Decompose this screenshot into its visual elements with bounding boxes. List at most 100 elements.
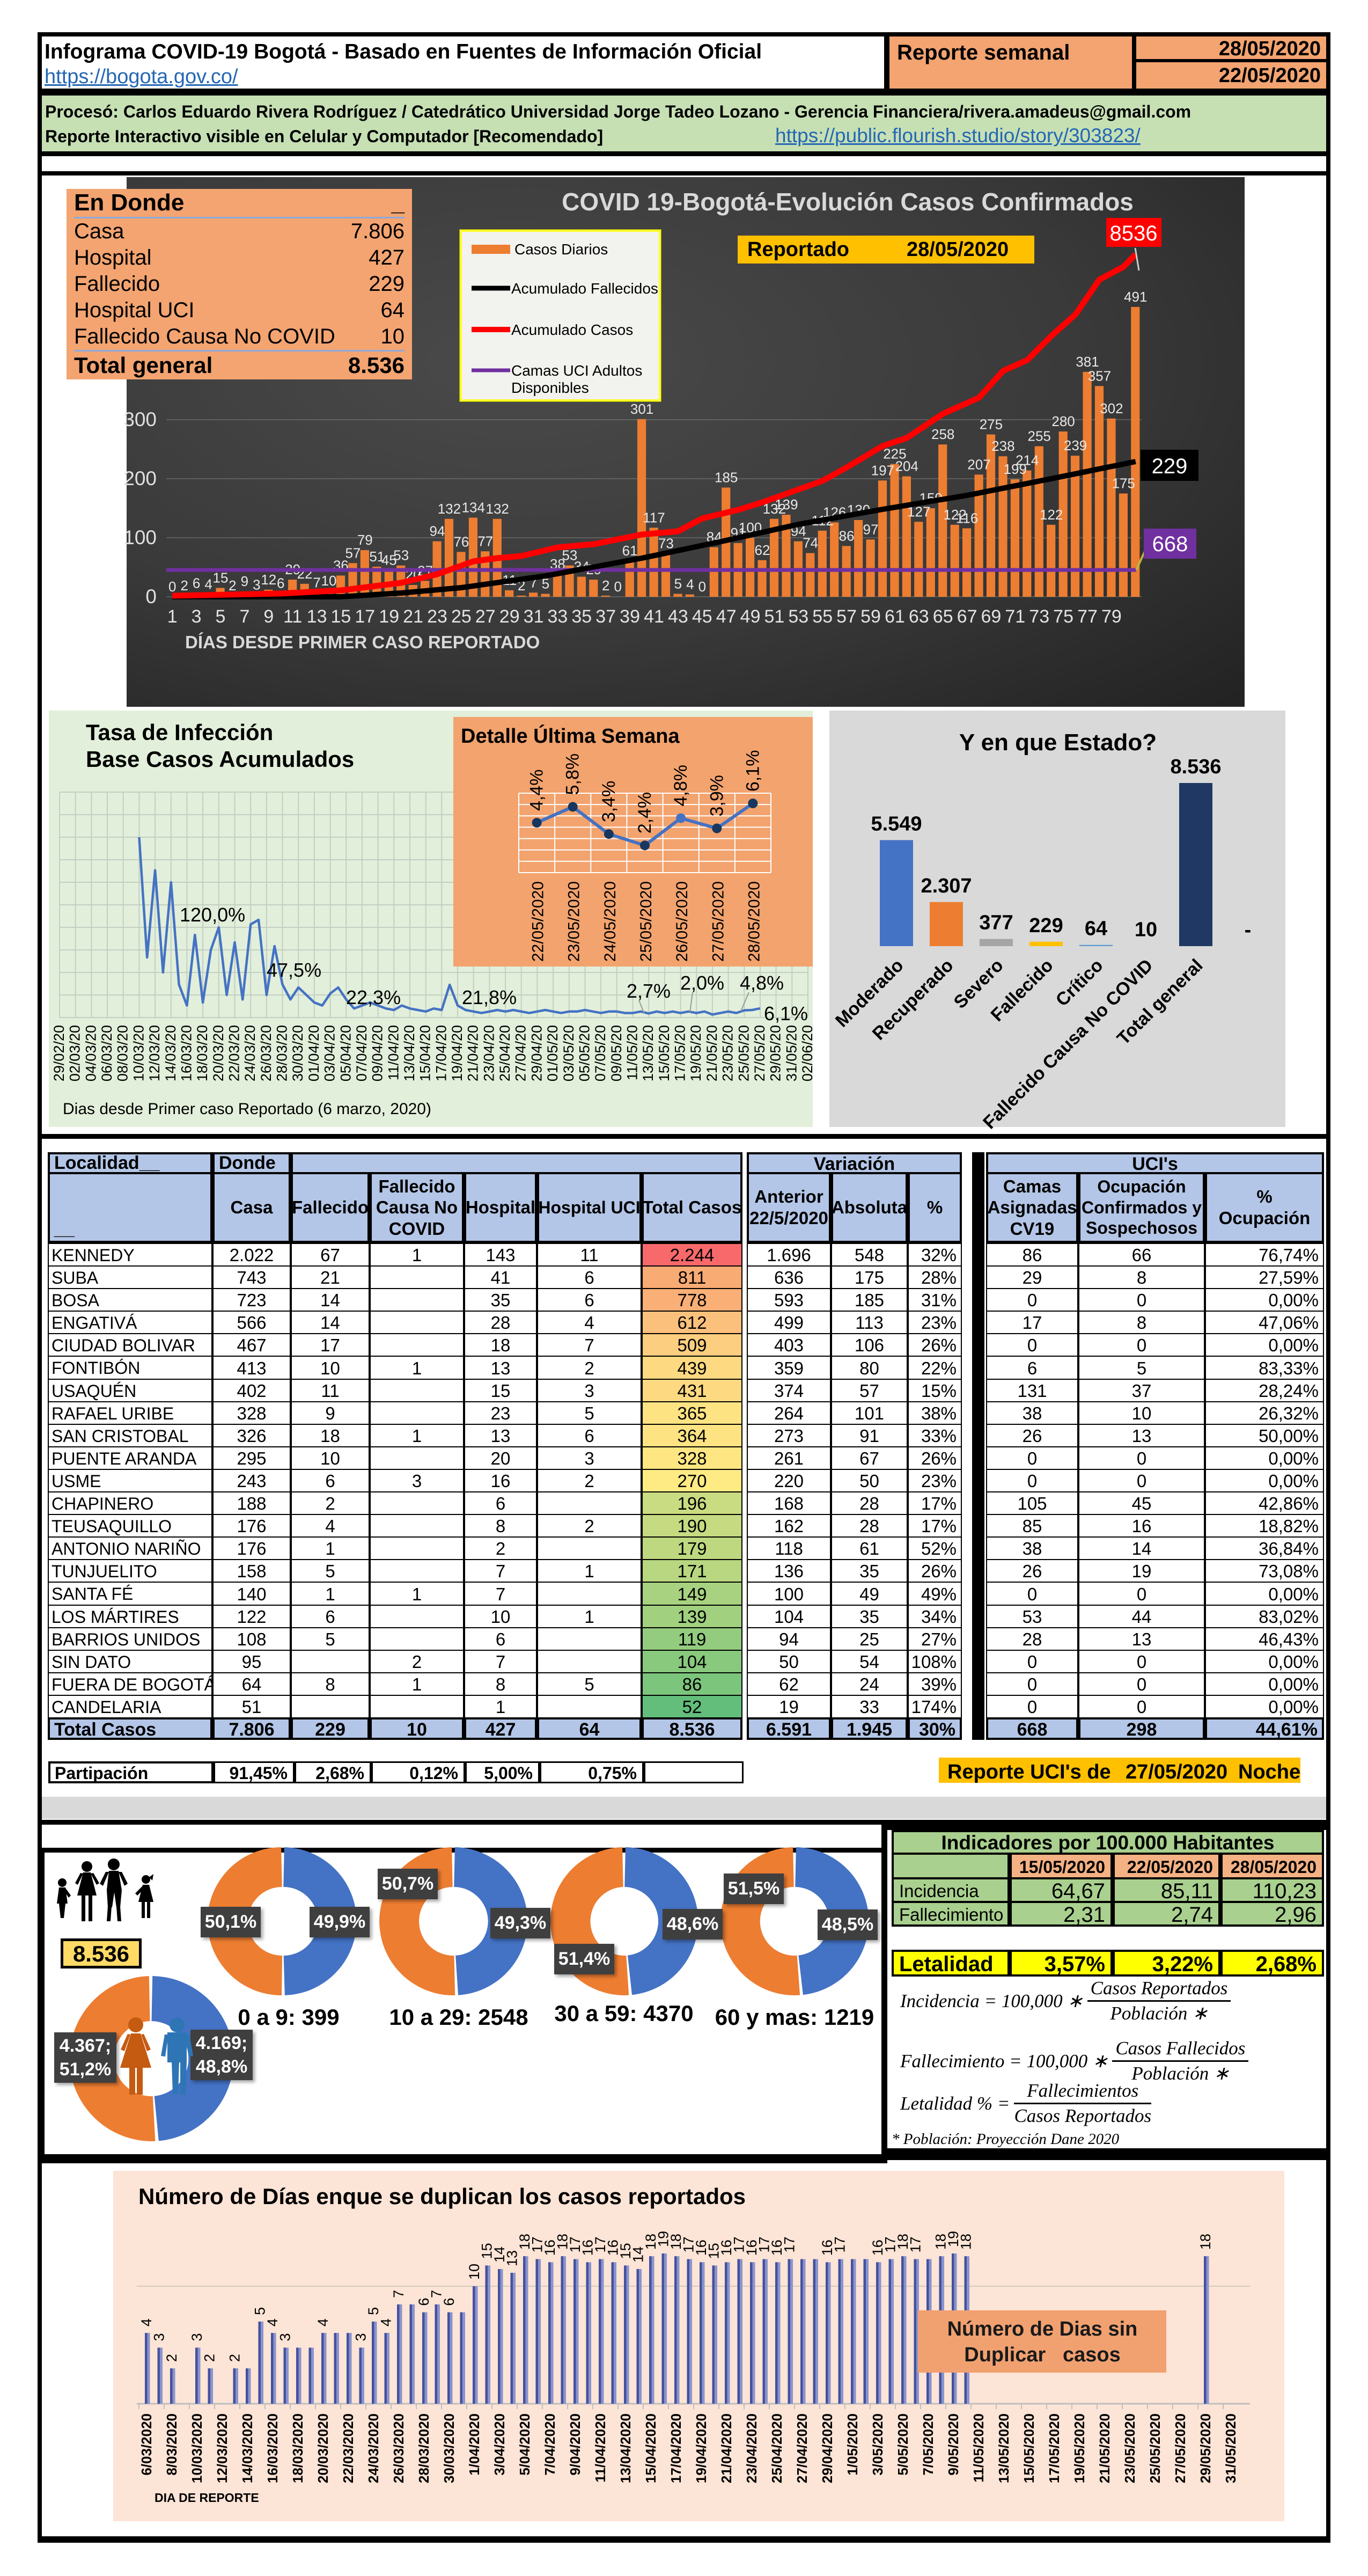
svg-text:59: 59	[860, 606, 881, 627]
svg-text:9: 9	[241, 573, 248, 589]
svg-text:14/03/2020: 14/03/2020	[239, 2413, 255, 2483]
svg-text:75: 75	[1053, 606, 1073, 627]
svg-text:53: 53	[562, 547, 577, 564]
svg-text:13/04/2020: 13/04/2020	[617, 2413, 634, 2483]
svg-text:8536: 8536	[1110, 222, 1158, 245]
svg-text:25/04/2020: 25/04/2020	[769, 2413, 785, 2483]
svg-text:08/03/20: 08/03/20	[115, 1025, 131, 1081]
svg-text:19: 19	[379, 606, 399, 627]
svg-text:49: 49	[740, 606, 761, 627]
svg-text:17: 17	[355, 606, 375, 627]
svg-text:41: 41	[644, 606, 664, 627]
svg-text:120,0%: 120,0%	[180, 904, 245, 926]
svg-text:28/03/2020: 28/03/2020	[416, 2413, 432, 2483]
svg-text:18: 18	[895, 2234, 911, 2250]
svg-text:27/04/2020: 27/04/2020	[794, 2413, 810, 2483]
svg-text:20/03/20: 20/03/20	[210, 1025, 226, 1081]
svg-text:4,8%: 4,8%	[740, 972, 784, 994]
svg-text:5/05/2020: 5/05/2020	[895, 2413, 911, 2476]
svg-text:23: 23	[427, 606, 447, 627]
svg-text:7: 7	[313, 574, 320, 590]
svg-text:8/03/2020: 8/03/2020	[164, 2413, 180, 2476]
svg-text:DIA DE REPORTE: DIA DE REPORTE	[155, 2491, 259, 2505]
svg-text:19/04/20: 19/04/20	[449, 1025, 465, 1081]
svg-text:19: 19	[656, 2231, 672, 2247]
svg-text:214: 214	[1016, 452, 1039, 469]
svg-text:Acumulado Fallecidos: Acumulado Fallecidos	[511, 280, 658, 297]
svg-text:27: 27	[475, 606, 496, 627]
svg-text:0: 0	[168, 579, 176, 595]
svg-text:18/03/20: 18/03/20	[194, 1025, 210, 1081]
svg-text:39: 39	[620, 606, 640, 627]
svg-text:21/05/20: 21/05/20	[704, 1025, 720, 1081]
svg-text:63: 63	[909, 606, 929, 627]
svg-text:61: 61	[622, 543, 638, 559]
svg-text:13/04/20: 13/04/20	[401, 1025, 417, 1081]
svg-text:26/03/20: 26/03/20	[258, 1025, 274, 1081]
svg-text:238: 238	[991, 438, 1014, 454]
svg-text:17: 17	[782, 2236, 798, 2252]
svg-text:6/03/2020: 6/03/2020	[138, 2413, 155, 2476]
svg-text:64: 64	[1085, 918, 1107, 940]
svg-text:01/05/20: 01/05/20	[545, 1025, 561, 1081]
svg-text:09/04/20: 09/04/20	[370, 1025, 386, 1081]
svg-text:02/06/20: 02/06/20	[799, 1025, 815, 1081]
svg-text:51: 51	[764, 606, 784, 627]
svg-text:229: 229	[1029, 914, 1063, 937]
svg-text:8.536: 8.536	[1170, 756, 1221, 778]
svg-text:204: 204	[895, 458, 918, 474]
svg-text:122: 122	[943, 507, 966, 523]
svg-text:Detalle Última Semana: Detalle Última Semana	[461, 724, 680, 748]
svg-text:76: 76	[453, 533, 469, 550]
svg-text:5,8%: 5,8%	[563, 753, 583, 795]
svg-text:15: 15	[617, 2243, 634, 2259]
svg-text:22/05/2020: 22/05/2020	[529, 881, 547, 962]
svg-text:43: 43	[668, 606, 688, 627]
svg-text:225: 225	[883, 446, 906, 462]
svg-text:17: 17	[832, 2236, 848, 2252]
svg-text:11/05/20: 11/05/20	[624, 1025, 641, 1080]
svg-text:25/05/2020: 25/05/2020	[637, 881, 655, 962]
svg-text:16: 16	[580, 2240, 596, 2256]
svg-text:2: 2	[227, 2354, 243, 2362]
svg-text:122: 122	[1040, 507, 1063, 523]
svg-text:Tasa de Infección: Tasa de Infección	[86, 720, 273, 745]
svg-text:255: 255	[1028, 428, 1051, 444]
svg-text:23/05/2020: 23/05/2020	[565, 881, 583, 962]
svg-text:7: 7	[239, 606, 249, 627]
svg-text:17/05/2020: 17/05/2020	[1046, 2413, 1062, 2483]
svg-text:0: 0	[698, 579, 706, 595]
svg-text:23/05/20: 23/05/20	[720, 1025, 736, 1081]
svg-text:11/05/2020: 11/05/2020	[970, 2413, 987, 2483]
svg-text:Número de Dias sin: Número de Dias sin	[947, 2318, 1138, 2340]
svg-text:09/05/20: 09/05/20	[608, 1025, 624, 1081]
svg-text:10/03/2020: 10/03/2020	[189, 2413, 205, 2483]
svg-text:132: 132	[438, 501, 461, 517]
svg-text:27/05/2020: 27/05/2020	[1172, 2413, 1188, 2483]
svg-text:17: 17	[731, 2236, 747, 2252]
svg-text:25/04/20: 25/04/20	[497, 1025, 513, 1081]
svg-text:300: 300	[123, 408, 157, 430]
svg-text:18/03/2020: 18/03/2020	[290, 2413, 306, 2483]
svg-text:73: 73	[658, 536, 674, 552]
svg-text:27/05/2020: 27/05/2020	[709, 881, 727, 962]
svg-text:21,8%: 21,8%	[462, 986, 517, 1008]
svg-text:2,0%: 2,0%	[680, 972, 724, 994]
svg-text:6: 6	[416, 2298, 432, 2306]
svg-text:15/05/20: 15/05/20	[656, 1025, 672, 1081]
svg-text:301: 301	[630, 401, 653, 417]
svg-text:01/04/20: 01/04/20	[306, 1025, 322, 1081]
svg-text:14: 14	[491, 2246, 508, 2263]
svg-text:4: 4	[264, 2318, 281, 2326]
svg-text:28/05/2020: 28/05/2020	[745, 881, 763, 962]
svg-text:37: 37	[595, 606, 616, 627]
svg-text:65: 65	[933, 606, 953, 627]
svg-text:18: 18	[933, 2234, 949, 2250]
svg-text:15: 15	[213, 570, 229, 586]
svg-text:17: 17	[908, 2236, 924, 2252]
svg-text:-: -	[1245, 919, 1252, 941]
svg-text:COVID 19-Bogotá-Evolución Caso: COVID 19-Bogotá-Evolución Casos Confirma…	[562, 188, 1134, 216]
svg-text:22/03/20: 22/03/20	[226, 1025, 242, 1081]
svg-text:16/03/2020: 16/03/2020	[264, 2413, 281, 2483]
svg-text:15: 15	[479, 2243, 495, 2259]
